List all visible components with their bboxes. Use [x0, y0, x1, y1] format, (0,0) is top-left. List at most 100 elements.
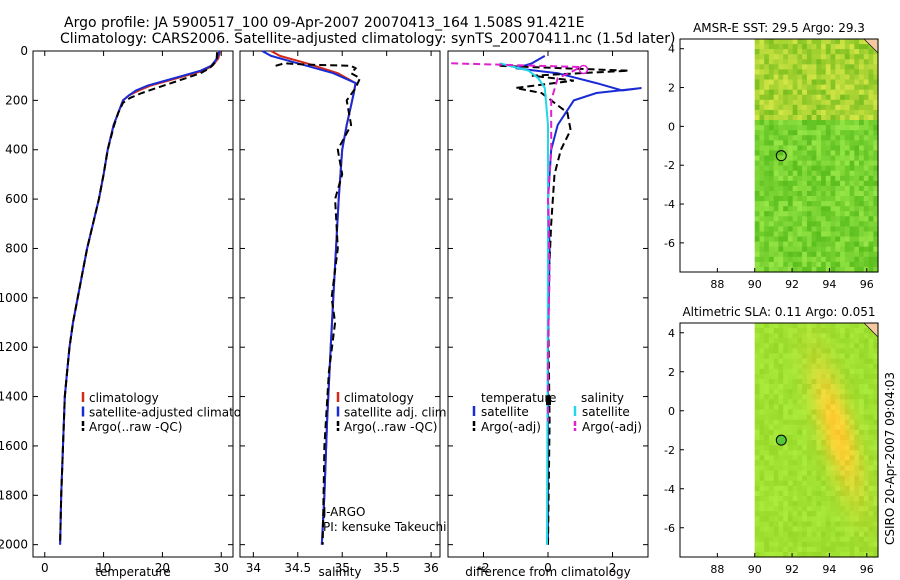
axes-frame	[239, 50, 441, 558]
grid-cell	[764, 246, 770, 253]
grid-cell	[802, 419, 808, 426]
grid-cell	[835, 551, 841, 558]
grid-cell	[854, 496, 860, 502]
grid-cell	[821, 54, 827, 60]
grid-cell	[830, 546, 836, 553]
grid-cell	[821, 490, 827, 497]
grid-cell	[811, 231, 817, 238]
grid-cell	[811, 404, 817, 411]
grid-cell	[844, 414, 851, 421]
grid-cell	[854, 409, 860, 416]
grid-cell	[754, 221, 760, 227]
grid-cell	[840, 170, 846, 177]
grid-cell	[802, 424, 808, 431]
grid-cell	[811, 526, 817, 533]
grid-cell	[830, 236, 836, 243]
grid-cell	[868, 343, 874, 349]
grid-cell	[792, 140, 798, 146]
grid-cell	[773, 165, 779, 172]
grid-cell	[849, 475, 855, 482]
grid-cell	[787, 104, 794, 111]
grid-cell	[773, 201, 779, 207]
grid-cell	[854, 191, 860, 197]
grid-cell	[764, 450, 770, 456]
grid-cell	[806, 536, 813, 543]
grid-cell	[821, 465, 827, 472]
grid-cell	[787, 536, 794, 543]
grid-cell	[787, 480, 794, 487]
grid-cell	[797, 135, 803, 141]
grid-cell	[811, 135, 817, 141]
grid-cell	[792, 501, 798, 507]
grid-cell	[859, 69, 865, 76]
grid-cell	[854, 490, 860, 497]
grid-cell	[830, 246, 836, 253]
grid-cell	[825, 196, 832, 202]
grid-cell	[764, 69, 770, 76]
grid-cell	[768, 170, 775, 177]
grid-cell	[787, 465, 794, 472]
grid-cell	[764, 490, 770, 497]
grid-cell	[863, 64, 870, 70]
grid-cell	[802, 89, 808, 96]
grid-cell	[797, 429, 803, 436]
grid-cell	[863, 521, 870, 528]
grid-cell	[783, 511, 789, 517]
grid-cell	[830, 175, 836, 182]
grid-cell	[844, 536, 851, 543]
grid-cell	[854, 404, 860, 411]
grid-cell	[825, 44, 832, 50]
grid-cell	[806, 99, 813, 106]
grid-cell	[821, 496, 827, 502]
grid-cell	[764, 424, 770, 431]
grid-cell	[802, 221, 808, 227]
grid-cell	[811, 130, 817, 136]
grid-cell	[768, 49, 775, 55]
x-axis-label: difference from climatology	[465, 565, 631, 579]
grid-cell	[811, 511, 817, 517]
grid-cell	[802, 256, 808, 263]
grid-cell	[868, 44, 874, 50]
grid-cell	[778, 145, 784, 152]
grid-cell	[773, 470, 779, 477]
grid-cell	[806, 404, 813, 411]
grid-cell	[797, 160, 803, 167]
grid-cell	[816, 429, 822, 436]
grid-cell	[764, 485, 770, 492]
grid-cell	[840, 135, 846, 141]
grid-cell	[787, 404, 794, 411]
grid-cell	[764, 394, 770, 400]
grid-cell	[787, 323, 794, 329]
grid-cell	[768, 256, 775, 263]
grid-cell	[840, 221, 846, 227]
grid-cell	[863, 465, 870, 472]
grid-cell	[778, 496, 784, 502]
grid-cell	[778, 536, 784, 543]
grid-cell	[825, 475, 832, 482]
grid-cell	[863, 348, 870, 355]
grid-cell	[844, 445, 851, 451]
grid-cell	[873, 363, 879, 370]
grid-cell	[816, 384, 822, 390]
grid-cell	[783, 266, 789, 273]
grid-cell	[759, 180, 765, 187]
grid-cell	[844, 221, 851, 227]
grid-cell	[854, 185, 860, 192]
legend-label: Argo(-adj)	[481, 420, 541, 434]
grid-cell	[764, 511, 770, 517]
grid-cell	[830, 54, 836, 60]
grid-cell	[792, 79, 798, 86]
grid-cell	[783, 180, 789, 187]
grid-cell	[830, 89, 836, 96]
grid-cell	[773, 64, 779, 70]
grid-cell	[854, 434, 860, 441]
grid-cell	[844, 206, 851, 212]
grid-cell	[802, 333, 808, 339]
grid-cell	[759, 216, 765, 222]
grid-cell	[844, 226, 851, 233]
grid-cell	[821, 115, 827, 121]
grid-cell	[797, 94, 803, 101]
grid-cell	[764, 236, 770, 243]
grid-cell	[783, 389, 789, 395]
grid-cell	[802, 155, 808, 162]
